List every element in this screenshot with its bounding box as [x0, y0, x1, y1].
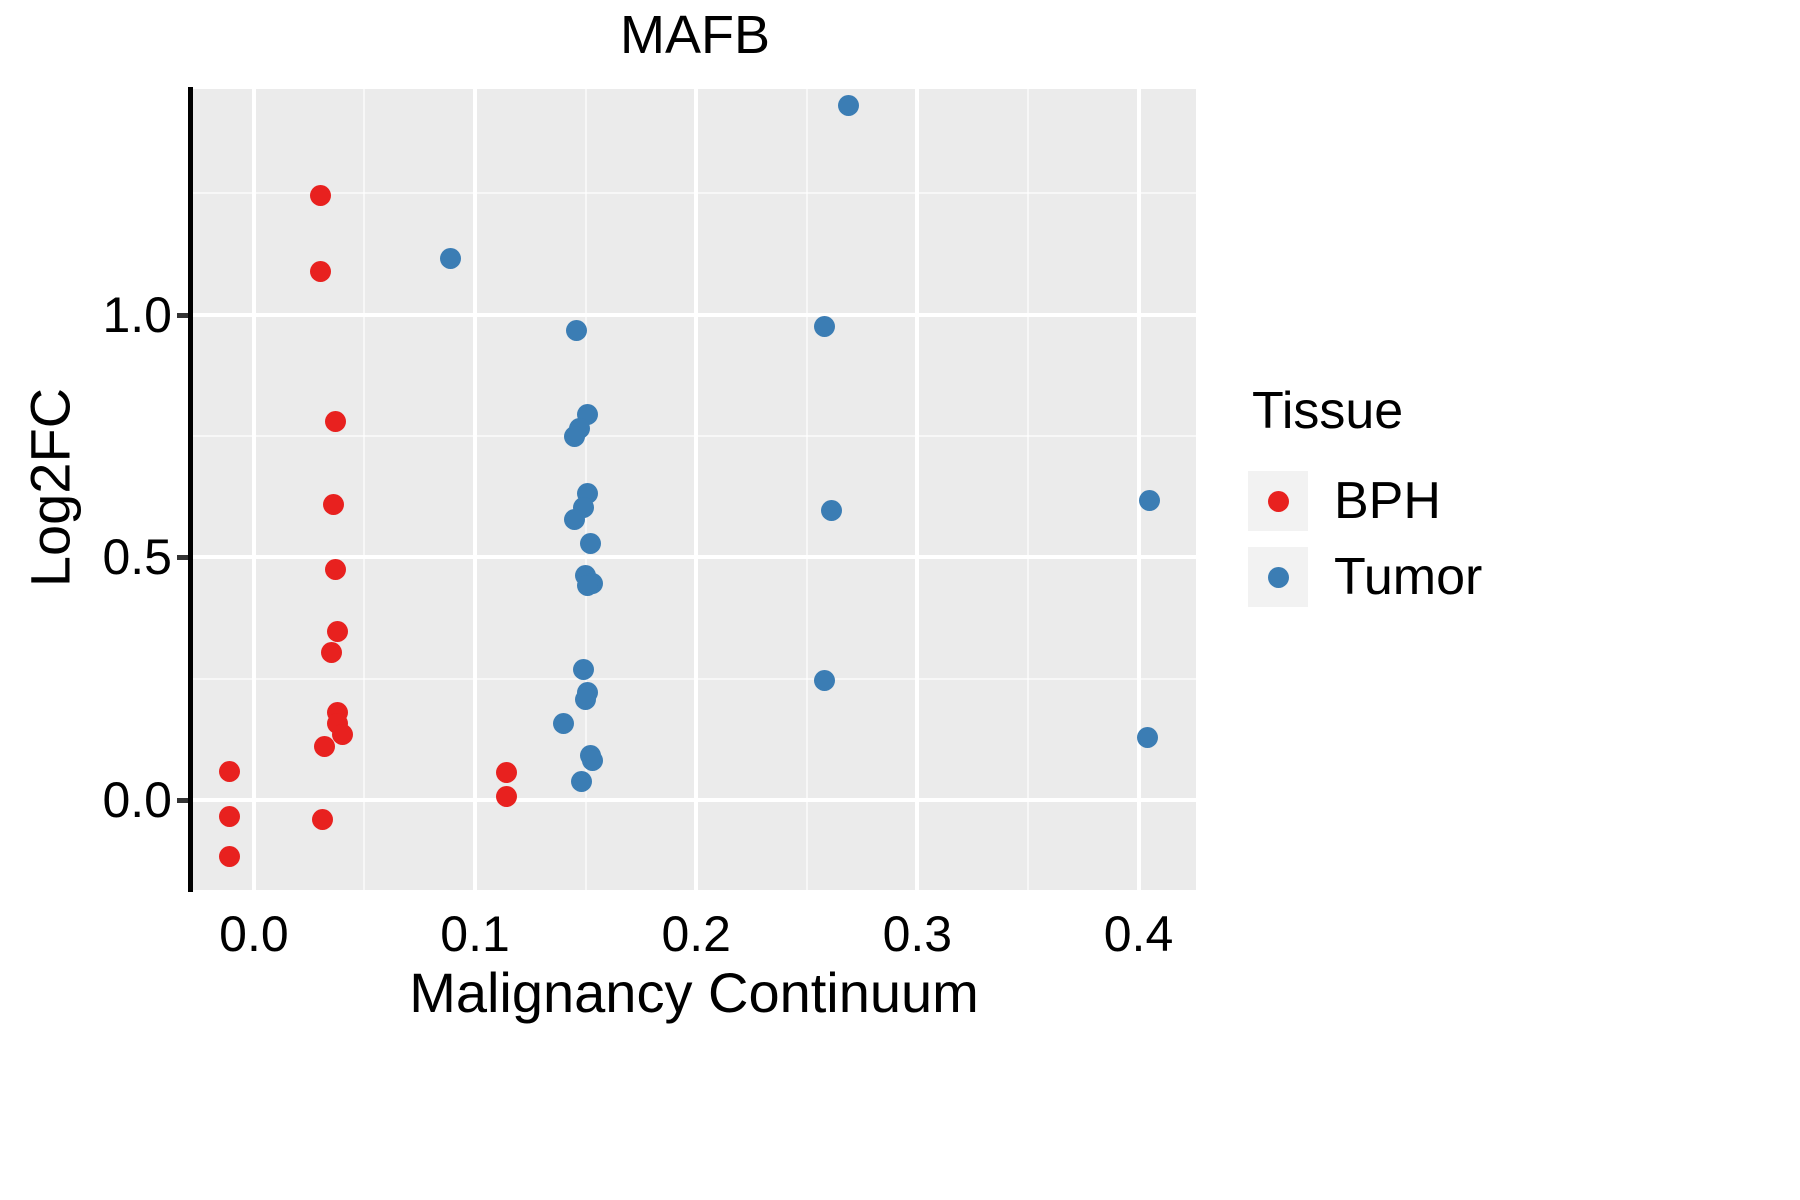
gridline-major-horizontal	[192, 555, 1196, 560]
data-point	[309, 185, 331, 207]
data-point	[219, 846, 241, 868]
data-point	[314, 736, 336, 758]
x-tick-label: 0.2	[661, 906, 731, 962]
data-point	[577, 574, 599, 596]
point-marker-icon	[1267, 490, 1289, 512]
chart-title: MAFB	[619, 5, 770, 65]
data-point	[323, 493, 345, 515]
gridline-major-vertical	[1136, 89, 1141, 890]
gridline-minor-horizontal	[192, 435, 1196, 438]
data-point	[311, 809, 333, 831]
x-tick-label: 0.4	[1103, 906, 1174, 962]
legend-item-tumor[interactable]: Tumor	[1248, 542, 1668, 612]
y-axis-title: Log2FC	[18, 387, 82, 588]
gridline-major-horizontal	[192, 798, 1196, 803]
y-axis-line	[188, 87, 193, 892]
data-point	[566, 320, 588, 342]
gridline-major-vertical	[694, 89, 699, 890]
y-tick-label: 0.5	[102, 529, 172, 586]
legend-label-bph: BPH	[1334, 472, 1441, 531]
data-point	[570, 771, 592, 793]
gridline-major-vertical	[251, 89, 256, 890]
legend-key-bph	[1248, 471, 1308, 532]
gridline-minor-vertical	[1026, 89, 1029, 890]
data-point	[813, 316, 835, 338]
x-axis-title: Malignancy Continuum	[409, 961, 979, 1024]
data-point	[309, 260, 331, 282]
data-point	[325, 559, 347, 581]
point-marker-icon	[1267, 566, 1289, 588]
data-point	[320, 641, 342, 663]
data-point	[1136, 726, 1158, 748]
gridline-major-horizontal	[192, 312, 1196, 317]
legend-key-tumor	[1248, 547, 1308, 608]
legend-label-tumor: Tumor	[1334, 548, 1483, 607]
data-point	[327, 620, 349, 642]
y-tick-mark	[177, 798, 188, 804]
data-point	[564, 509, 586, 531]
gridline-minor-horizontal	[192, 192, 1196, 195]
data-point	[820, 499, 842, 521]
legend: Tissue BPH Tumor	[1248, 382, 1668, 618]
data-point	[495, 786, 517, 808]
gridline-major-vertical	[915, 89, 920, 890]
data-point	[1139, 490, 1161, 512]
gridline-minor-vertical	[805, 89, 808, 890]
y-tick-label: 1.0	[102, 286, 172, 343]
data-point	[581, 749, 603, 771]
data-point	[564, 425, 586, 447]
x-tick-label: 0.1	[440, 906, 510, 962]
data-point	[219, 805, 241, 827]
gridline-minor-vertical	[363, 89, 366, 890]
x-tick-label: 0.3	[882, 906, 953, 962]
data-point	[575, 688, 597, 710]
x-tick-label: 0.0	[219, 906, 289, 962]
data-point	[331, 724, 353, 746]
legend-item-bph[interactable]: BPH	[1248, 466, 1668, 536]
data-point	[572, 658, 594, 680]
plot-panel	[192, 89, 1196, 890]
data-point	[219, 760, 241, 782]
data-point	[553, 712, 575, 734]
data-point	[813, 669, 835, 691]
data-point	[440, 248, 462, 270]
gridline-major-vertical	[473, 89, 478, 890]
data-point	[838, 94, 860, 116]
legend-title: Tissue	[1252, 382, 1404, 440]
gridline-minor-horizontal	[192, 677, 1196, 680]
y-tick-mark	[177, 555, 188, 561]
data-point	[579, 533, 601, 555]
data-point	[325, 411, 347, 433]
y-tick-mark	[177, 312, 188, 318]
data-point	[495, 762, 517, 784]
y-tick-label: 0.0	[102, 772, 172, 829]
